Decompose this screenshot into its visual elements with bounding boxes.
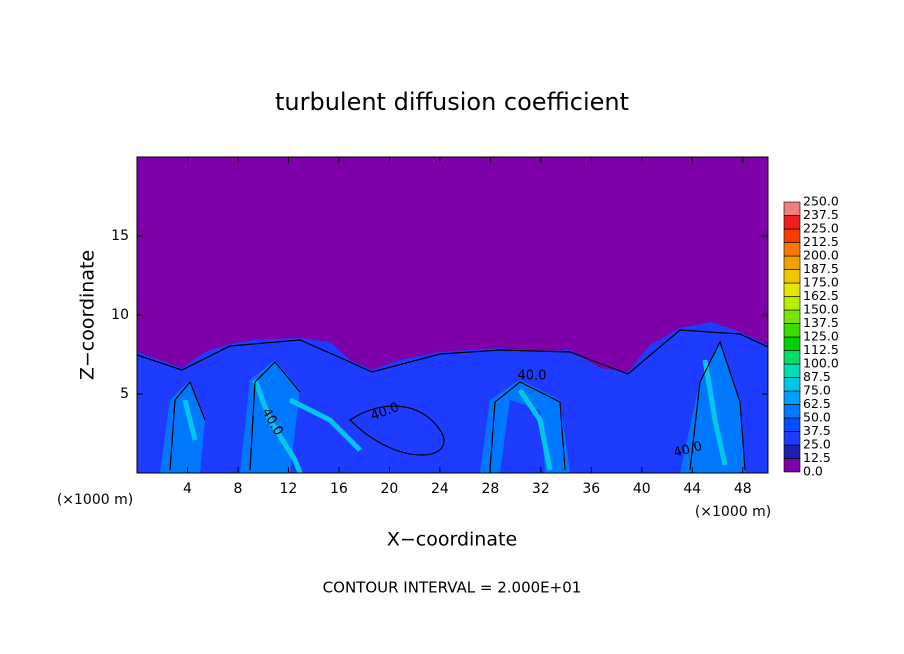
x-tick-label: 12 <box>280 481 298 497</box>
colorbar-label: 175.0 <box>803 275 839 290</box>
colorbar-label: 50.0 <box>803 410 831 425</box>
x-tick-label: 44 <box>683 481 701 497</box>
colorbar-label: 125.0 <box>803 329 839 344</box>
colorbar-label: 237.5 <box>803 207 839 222</box>
y-axis-label: Z−coordinate <box>77 250 99 380</box>
colorbar-box <box>783 390 801 405</box>
colorbar-box <box>783 255 801 270</box>
x-tick-label: 40 <box>633 481 651 497</box>
colorbar-label: 62.5 <box>803 396 831 411</box>
x-tick-label: 48 <box>734 481 752 497</box>
colorbar-label: 37.5 <box>803 423 831 438</box>
colorbar-label: 112.5 <box>803 342 839 357</box>
colorbar-label: 200.0 <box>803 248 839 263</box>
colorbar-label: 225.0 <box>803 221 839 236</box>
x-tick-label: 8 <box>233 481 242 497</box>
colorbar-label: 12.5 <box>803 450 831 465</box>
turbulent-streak <box>182 359 728 474</box>
chart-title: turbulent diffusion coefficient <box>275 88 629 116</box>
colorbar-box <box>783 282 801 297</box>
colorbar-label: 212.5 <box>803 234 839 249</box>
colorbar-box <box>783 215 801 230</box>
colorbar-box <box>783 336 801 351</box>
colorbar-box <box>783 350 801 365</box>
colorbar-box <box>783 431 801 446</box>
x-tick-label: 16 <box>330 481 348 497</box>
colorbar-label: 250.0 <box>803 194 839 209</box>
colorbar-label: 100.0 <box>803 356 839 371</box>
colorbar-box <box>783 323 801 338</box>
x-tick-label: 36 <box>582 481 600 497</box>
colorbar-box <box>783 242 801 257</box>
colorbar-box <box>783 444 801 459</box>
colorbar-label: 87.5 <box>803 369 831 384</box>
colorbar-label: 187.5 <box>803 261 839 276</box>
colorbar-box <box>783 201 801 216</box>
colorbar-box <box>783 269 801 284</box>
x-tick-label: 32 <box>532 481 550 497</box>
colorbar-box <box>783 228 801 243</box>
colorbar-box <box>783 296 801 311</box>
colorbar-box <box>783 363 801 378</box>
y-tick-label: 10 <box>111 307 129 323</box>
colorbar-box <box>783 458 801 473</box>
colorbar-label: 150.0 <box>803 302 839 317</box>
colorbar-box <box>783 417 801 432</box>
x-tick-label: 28 <box>481 481 499 497</box>
contour-label: 40.0 <box>672 439 704 461</box>
turbulent-region <box>137 322 768 473</box>
colorbar-label: 0.0 <box>803 464 823 479</box>
contour-label: 40.0 <box>518 369 547 384</box>
turbulent-core <box>160 340 745 473</box>
colorbar-label: 25.0 <box>803 437 831 452</box>
x-tick-label: 20 <box>380 481 398 497</box>
x-tick-label: 4 <box>183 481 192 497</box>
colorbar-label: 75.0 <box>803 383 831 398</box>
x-unit-label: (×1000 m) <box>57 492 133 508</box>
colorbar-box <box>783 404 801 419</box>
y-tick-label: 15 <box>111 228 129 244</box>
colorbar-label: 162.5 <box>803 288 839 303</box>
footer: CONTOUR INTERVAL = 2.000E+01 <box>323 579 582 597</box>
x-axis-label: X−coordinate <box>387 529 517 551</box>
field <box>136 156 769 474</box>
contour-line <box>136 329 769 471</box>
colorbar-box <box>783 309 801 324</box>
x-unit-label: (×1000 m) <box>695 504 771 520</box>
x-tick-label: 24 <box>431 481 449 497</box>
colorbar-label: 137.5 <box>803 315 839 330</box>
colorbar-box <box>783 377 801 392</box>
y-tick-label: 5 <box>120 386 129 402</box>
